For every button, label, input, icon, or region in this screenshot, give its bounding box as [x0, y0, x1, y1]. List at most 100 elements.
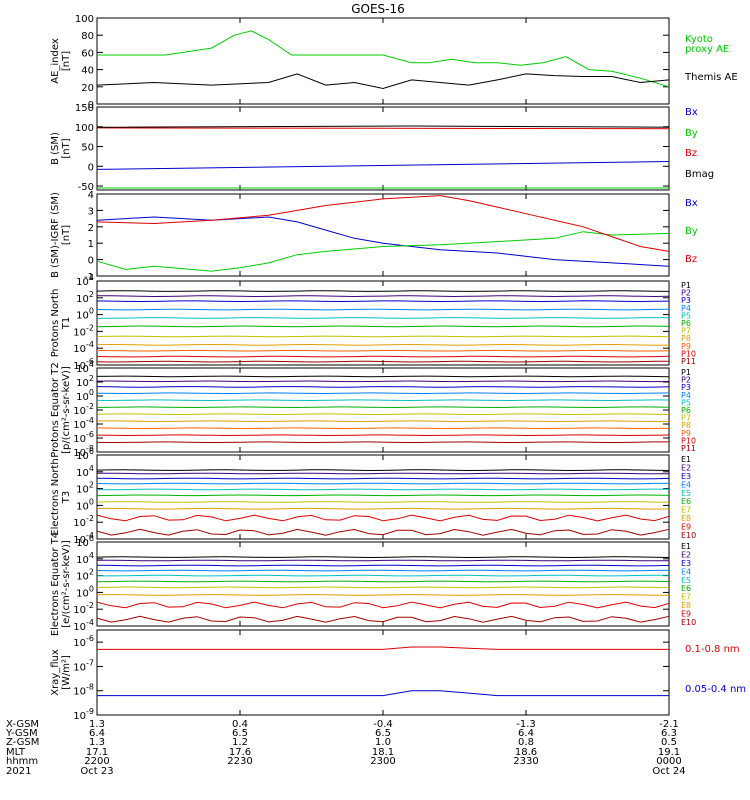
series-line [96, 564, 670, 567]
footer-value: Oct 23 [80, 766, 113, 777]
y-axis-label-6: Electrons Equator T4[e/(cm²-s-sr-keV)] [50, 532, 72, 636]
y-tick-label: 10-2 [73, 402, 94, 417]
legend-label: Bz [685, 148, 697, 159]
series-line [96, 594, 669, 596]
series-line [96, 375, 670, 378]
legend-label: 0.1-0.8 nm [685, 644, 740, 655]
y-axis-label-7: Xray_flux[W/m²] [50, 649, 72, 696]
series-line [96, 406, 670, 409]
series-line [96, 125, 670, 128]
series-line [96, 308, 670, 311]
y-tick-label: 20 [81, 83, 94, 94]
y-tick-label: 10-7 [73, 658, 94, 673]
series-line [96, 488, 670, 491]
legend-label: E6 [681, 497, 691, 506]
y-axis-label-5: Electrons NorthT3 [50, 458, 72, 535]
y-tick-label: 2 [88, 223, 94, 234]
y-tick-label: 102 [76, 374, 94, 389]
series-line [96, 601, 670, 609]
legend-label: E7 [681, 593, 691, 602]
panel-frame-6 [96, 541, 670, 627]
footer-value: 0000 [656, 756, 681, 767]
panel-frame-7 [96, 629, 670, 716]
y-tick-label: 10-4 [73, 416, 94, 431]
panel-frame-1 [96, 106, 670, 191]
series-line [96, 413, 670, 416]
legend-label: proxy AE [685, 44, 729, 55]
series-line [96, 231, 670, 272]
legend-label: E4 [681, 480, 691, 489]
footer-value: 6.5 [375, 728, 391, 739]
legend-label: P8 [681, 421, 691, 430]
series-line [97, 690, 669, 697]
series-line [96, 73, 670, 90]
series-line [96, 216, 670, 267]
legend-label: P8 [681, 334, 691, 343]
y-tick-label: 150 [75, 103, 94, 114]
series-line [96, 580, 670, 583]
series-line [96, 300, 670, 303]
panel-frame-0 [96, 17, 670, 105]
legend-label: By [685, 226, 698, 237]
y-tick-label: 104 [76, 551, 94, 566]
footer-value: 2200 [84, 756, 109, 767]
legend-label: Bx [685, 107, 698, 118]
legend-label: Themis AE [684, 72, 738, 83]
legend-label: Bmag [685, 169, 714, 180]
series-line [96, 434, 670, 437]
y-tick-label: 4 [88, 190, 94, 201]
legend-label: E5 [681, 576, 691, 585]
y-tick-label: 1 [88, 239, 94, 250]
series-line [96, 290, 670, 292]
y-axis-label-3: Protons NorthT1 [50, 289, 72, 358]
y-tick-label: 10-2 [73, 323, 94, 338]
legend-label: E2 [681, 463, 691, 472]
legend-label: Bx [685, 198, 698, 209]
y-tick-label: 102 [76, 568, 94, 583]
series-line [96, 427, 670, 430]
plot-title: GOES-16 [351, 2, 405, 16]
series-line [96, 494, 670, 497]
footer-row-label: Z-GSM [6, 737, 39, 748]
footer-value: 1.0 [375, 737, 391, 748]
y-tick-label: 100 [76, 584, 94, 599]
y-tick-label: 102 [76, 481, 94, 496]
series-line [96, 569, 670, 572]
y-tick-label: 100 [76, 388, 94, 403]
series-line [96, 355, 670, 358]
legend-label: P4 [681, 391, 691, 400]
y-tick-label: 10-6 [73, 634, 94, 649]
series-line [96, 507, 670, 510]
series-line [96, 161, 670, 170]
y-tick-label: 3 [88, 206, 94, 217]
series-line [96, 528, 670, 536]
legend-label: E8 [681, 601, 691, 610]
legend-label: By [685, 128, 698, 139]
legend-label: E9 [681, 523, 691, 532]
legend-label: P2 [681, 376, 691, 385]
y-axis-label-4: Protons Equator T2[p/(cm²-s-sr-keV)] [50, 362, 72, 458]
y-tick-label: 100 [76, 307, 94, 322]
y-axis-label-2: B (SM)-IGRF (SM)[nT] [50, 192, 72, 278]
legend-label: P7 [681, 414, 691, 423]
legend-label: E6 [681, 584, 691, 593]
y-tick-label: 10-2 [73, 601, 94, 616]
legend-label: E5 [681, 489, 691, 498]
panel-frame-4 [96, 367, 670, 453]
y-tick-label: 0 [88, 256, 94, 267]
y-tick-label: 80 [81, 31, 94, 42]
legend-label: Bz [685, 254, 697, 265]
footer-value: 1.3 [89, 719, 105, 730]
y-axis-label-0: AE_index[nT] [50, 38, 72, 84]
series-line [96, 349, 670, 352]
y-tick-label: 60 [81, 48, 94, 59]
footer-value: -1.3 [516, 719, 536, 730]
series-line [96, 380, 670, 383]
legend-label: P10 [681, 349, 696, 358]
y-tick-label: 10-4 [73, 618, 94, 633]
series-line [96, 392, 670, 395]
series-line [97, 574, 669, 577]
legend-label: E7 [681, 506, 691, 515]
series-line [96, 420, 670, 423]
